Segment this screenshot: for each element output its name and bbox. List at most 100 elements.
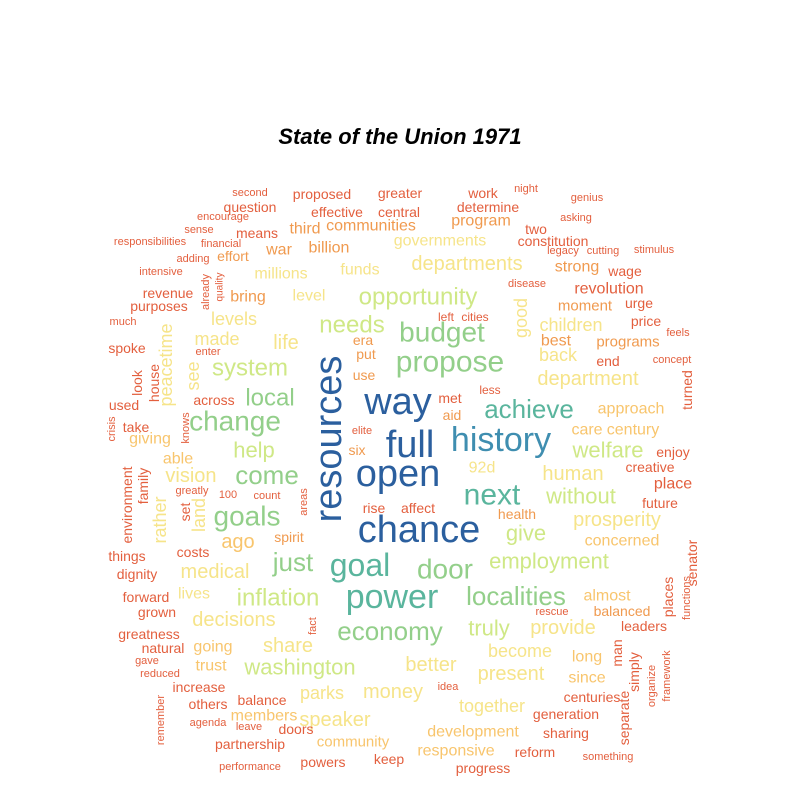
word-enjoy: enjoy: [656, 444, 689, 460]
word-put: put: [356, 346, 376, 362]
word-encourage: encourage: [197, 211, 249, 223]
word-elite: elite: [352, 425, 372, 437]
word-generation: generation: [533, 706, 599, 722]
word-since: since: [568, 670, 605, 687]
word-balance: balance: [237, 692, 286, 708]
word-power: power: [346, 578, 439, 616]
word-stimulus: stimulus: [634, 244, 675, 256]
word-100: 100: [219, 489, 237, 501]
word-much: much: [110, 316, 137, 328]
word-something: something: [583, 751, 634, 763]
word-financial: financial: [201, 238, 241, 250]
word-remember: remember: [155, 695, 167, 745]
word-framework: framework: [661, 650, 673, 702]
word-partnership: partnership: [215, 736, 285, 752]
word-effective: effective: [311, 204, 363, 220]
word-opportunity: opportunity: [359, 284, 478, 311]
word-millions: millions: [254, 266, 307, 283]
word-doors: doors: [278, 721, 313, 737]
word-price: price: [631, 313, 662, 329]
word-leaders: leaders: [621, 618, 667, 634]
word-goals: goals: [214, 501, 281, 532]
word-local: local: [245, 385, 294, 412]
word-open: open: [356, 453, 441, 495]
word-prosperity: prosperity: [573, 509, 661, 531]
word-environment: environment: [119, 466, 135, 543]
word-long: long: [572, 649, 602, 666]
word-take: take: [123, 419, 150, 435]
word-economy: economy: [337, 616, 443, 646]
word-programs: programs: [596, 334, 659, 351]
word-fact: fact: [307, 617, 319, 635]
word-welfare: welfare: [572, 438, 644, 463]
word-rescue: rescue: [535, 606, 568, 618]
word-employment: employment: [489, 549, 609, 574]
word-goal: goal: [330, 547, 391, 583]
word-effort: effort: [217, 248, 249, 264]
word-speaker: speaker: [299, 709, 370, 731]
word-good: good: [511, 298, 531, 338]
word-responsibilities: responsibilities: [114, 236, 187, 248]
word-second: second: [232, 187, 267, 199]
word-keep: keep: [374, 751, 405, 767]
word-two: two: [525, 221, 547, 237]
word-medical: medical: [181, 561, 250, 583]
word-wage: wage: [607, 263, 642, 279]
word-system: system: [212, 355, 288, 382]
word-era: era: [353, 332, 373, 348]
word-functions: functions: [681, 575, 693, 620]
word-century: century: [607, 422, 659, 439]
word-billion: billion: [309, 240, 350, 257]
word-community: community: [317, 734, 390, 751]
word-turned: turned: [679, 370, 695, 410]
word-just: just: [272, 547, 314, 577]
word-approach: approach: [598, 401, 665, 418]
word-senator: senator: [684, 539, 700, 586]
word-left: left: [438, 310, 455, 324]
word-decisions: decisions: [192, 609, 275, 631]
word-departments: departments: [411, 253, 522, 275]
word-progress: progress: [456, 760, 510, 776]
word-leave: leave: [236, 721, 262, 733]
word-performance: performance: [219, 761, 281, 773]
word-grown: grown: [138, 604, 176, 620]
word-man: man: [609, 639, 625, 666]
word-use: use: [353, 367, 376, 383]
word-achieve: achieve: [484, 394, 574, 424]
word-peacetime: peacetime: [156, 323, 176, 406]
word-door: door: [417, 554, 473, 585]
word-present: present: [478, 663, 545, 685]
word-inflation: inflation: [237, 585, 320, 612]
word-made: made: [194, 329, 239, 349]
word-children: children: [539, 315, 602, 335]
word-concept: concept: [653, 354, 692, 366]
word-war: war: [265, 242, 292, 259]
word-revenue: revenue: [143, 285, 194, 301]
word-vision: vision: [165, 465, 216, 487]
word-feels: feels: [666, 327, 690, 339]
word-crisis: crisis: [106, 416, 118, 442]
chart-title: State of the Union 1971: [278, 124, 522, 149]
word-resources: resources: [308, 356, 350, 523]
word-look: look: [129, 369, 145, 396]
word-provide: provide: [530, 617, 596, 639]
word-sharing: sharing: [543, 725, 589, 741]
word-members: members: [231, 708, 298, 725]
word-change: change: [189, 406, 281, 437]
word-genius: genius: [571, 192, 604, 204]
word-health: health: [498, 506, 536, 522]
word-care: care: [571, 422, 602, 439]
word-proposed: proposed: [293, 186, 351, 202]
word-six: six: [348, 442, 365, 458]
word-places: places: [660, 577, 676, 617]
word-land: land: [189, 498, 209, 532]
word-others: others: [189, 696, 228, 712]
word-needs: needs: [319, 312, 384, 339]
word-levels: levels: [211, 309, 257, 329]
word-less: less: [479, 383, 500, 397]
word-work: work: [467, 185, 499, 201]
word-greatly: greatly: [175, 485, 209, 497]
word-purposes: purposes: [130, 298, 188, 314]
word-full: full: [386, 424, 435, 466]
